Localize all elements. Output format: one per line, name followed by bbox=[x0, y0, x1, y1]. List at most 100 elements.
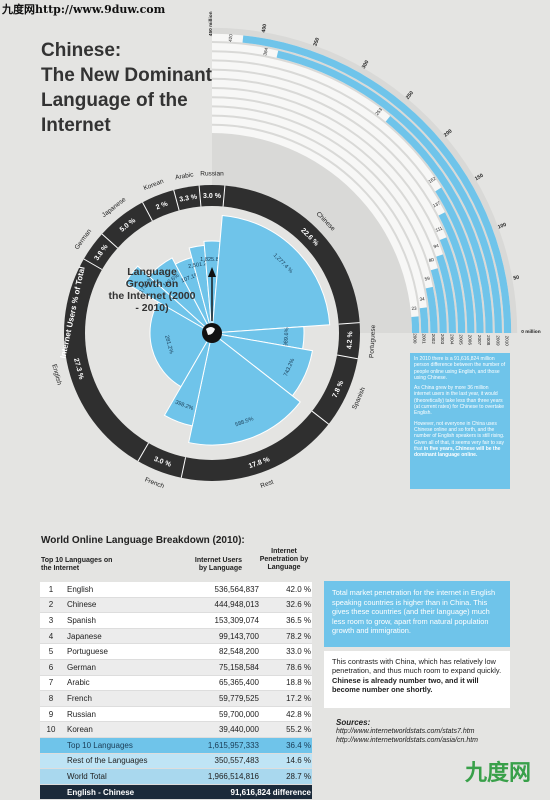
bar-value-label: 23 bbox=[411, 306, 417, 311]
row-rank: 1 bbox=[48, 584, 54, 594]
bar-value-label: 34 bbox=[419, 296, 425, 302]
bar-2005 bbox=[439, 237, 466, 333]
bar-2000 bbox=[411, 316, 420, 333]
center-label-line: Language bbox=[127, 266, 177, 278]
row-users: 536,564,837 bbox=[214, 584, 260, 594]
globe-land bbox=[206, 327, 215, 335]
bar-value-label: 111 bbox=[435, 225, 444, 232]
ring-separator bbox=[173, 189, 180, 211]
title-line-1: Chinese: bbox=[41, 40, 122, 61]
language-label: French bbox=[144, 476, 166, 490]
table-row: 4 Japanese 99,143,700 78.2 % bbox=[40, 628, 312, 645]
row-users: 75,158,584 bbox=[218, 662, 259, 672]
growth-label: 2,501.2% bbox=[188, 260, 212, 270]
share-label: 2 % bbox=[155, 200, 170, 211]
year-label: 2010 bbox=[504, 336, 509, 347]
callout-china: This contrasts with China, which has rel… bbox=[324, 651, 510, 708]
row-rank: 10 bbox=[46, 725, 56, 735]
bar-value-label: 253 bbox=[374, 107, 383, 116]
row-penetration: 78.6 % bbox=[286, 662, 311, 672]
language-label: Korean bbox=[143, 178, 165, 192]
sources: Sources: http://www.internetworldstats.c… bbox=[336, 718, 478, 745]
ring-separator bbox=[338, 322, 360, 325]
arrow-head-icon bbox=[208, 267, 216, 277]
watermark-text: 九度网http://www.9duw.com bbox=[2, 3, 166, 16]
sources-title: Sources: bbox=[336, 718, 371, 727]
ring-separator bbox=[311, 410, 329, 425]
row-users: 39,440,000 bbox=[218, 725, 259, 735]
scale-tick-label: 200 bbox=[443, 128, 454, 138]
row-language: English bbox=[67, 584, 94, 594]
year-label: 2006 bbox=[468, 335, 473, 346]
side-note-p3-plain: However, not everyone in China uses Chin… bbox=[414, 420, 505, 452]
year-label: 2008 bbox=[486, 335, 491, 346]
year-label: 2009 bbox=[495, 335, 500, 346]
row-language: Korean bbox=[67, 725, 93, 735]
table-row: 2 Chinese 444,948,013 32.6 % bbox=[40, 597, 312, 614]
year-label: 2002 bbox=[431, 334, 436, 345]
ring-separator bbox=[101, 233, 118, 249]
language-label: Russian bbox=[200, 171, 224, 178]
bar-2003 bbox=[430, 268, 447, 333]
table-row: 10 Korean 39,440,000 55.2 % bbox=[40, 722, 312, 738]
year-label: 2003 bbox=[440, 334, 445, 345]
row-users: 82,548,200 bbox=[218, 647, 259, 657]
table-row: 7 Arabic 65,365,400 18.8 % bbox=[40, 675, 312, 692]
callout-china-plain: This contrasts with China, which has rel… bbox=[332, 657, 502, 676]
bar-2006 bbox=[438, 212, 475, 333]
row-language: Top 10 Languages bbox=[67, 740, 133, 750]
growth-label: 1,825.8% bbox=[200, 257, 224, 263]
row-users: 59,700,000 bbox=[218, 709, 259, 719]
share-label: 3.0 % bbox=[203, 193, 222, 200]
side-note-p1: In 2010 there is a 91,616,824 million pe… bbox=[414, 356, 506, 381]
row-rank: 9 bbox=[48, 709, 54, 719]
row-rank: 4 bbox=[48, 631, 54, 641]
year-label: 2001 bbox=[422, 333, 427, 344]
ring-separator bbox=[180, 457, 187, 478]
column-header-penetration: Internet Penetration by Language bbox=[259, 548, 309, 571]
bar-value-label: 94 bbox=[433, 243, 440, 250]
center-label-line: the Internet (2000 bbox=[109, 290, 196, 302]
table-row: 6 German 75,158,584 78.6 % bbox=[40, 659, 312, 676]
bar-value-label: 420 bbox=[228, 33, 234, 42]
row-users: 99,143,700 bbox=[218, 631, 259, 641]
center-label-line: Growth on bbox=[126, 278, 179, 290]
bar-2007 bbox=[435, 187, 484, 333]
bar-2004 bbox=[436, 254, 456, 333]
year-label: 2005 bbox=[459, 334, 464, 345]
bar-2002 bbox=[425, 286, 438, 333]
table-row: 5 Portuguese 82,548,200 33.0 % bbox=[40, 644, 312, 660]
row-language: Portuguese bbox=[67, 647, 108, 657]
language-label: German bbox=[74, 228, 94, 251]
site-logo: 九度网 bbox=[465, 761, 532, 786]
language-label: English bbox=[50, 363, 62, 386]
language-label: Spanish bbox=[351, 386, 367, 411]
row-penetration: 36.4 % bbox=[286, 740, 311, 750]
row-penetration: 33.0 % bbox=[286, 647, 311, 657]
growth-label: 989.6% bbox=[283, 327, 290, 346]
table-row: 3 Spanish 153,309,074 36.5 % bbox=[40, 613, 312, 629]
row-users: 65,365,400 bbox=[218, 678, 259, 688]
source-link[interactable]: http://www.internetworldstats.com/asia/c… bbox=[336, 737, 478, 744]
bar-2009 bbox=[276, 50, 502, 334]
row-language: German bbox=[67, 662, 96, 672]
growth-label: 281.2% bbox=[163, 335, 174, 355]
bar-value-label: 162 bbox=[427, 176, 437, 185]
source-link[interactable]: http://www.internetworldstats.com/stats7… bbox=[336, 728, 475, 735]
row-rank: 6 bbox=[48, 662, 54, 672]
table-title: World Online Language Breakdown (2010): bbox=[41, 535, 245, 546]
row-penetration: 18.8 % bbox=[286, 678, 311, 688]
language-chart: 23 2000 34 2001 59 2002 80 2003 94 2004 111 2005 137… bbox=[50, 11, 540, 490]
ring-separator bbox=[336, 354, 358, 360]
title-line-4: Internet bbox=[41, 115, 111, 136]
growth-wedge-chinese bbox=[211, 214, 331, 334]
column-header-languages: Top 10 Languages on the Internet bbox=[41, 557, 113, 572]
row-penetration: 32.6 % bbox=[286, 600, 311, 610]
row-language: Chinese bbox=[67, 600, 97, 610]
row-penetration: 17.2 % bbox=[286, 693, 311, 703]
growth-wedge-french bbox=[163, 332, 213, 427]
side-note: In 2010 there is a 91,616,824 million pe… bbox=[410, 353, 510, 489]
table-row-rest: Rest of the Languages 350,557,483 14.6 % bbox=[40, 753, 312, 770]
row-users: 59,779,525 bbox=[218, 693, 259, 703]
